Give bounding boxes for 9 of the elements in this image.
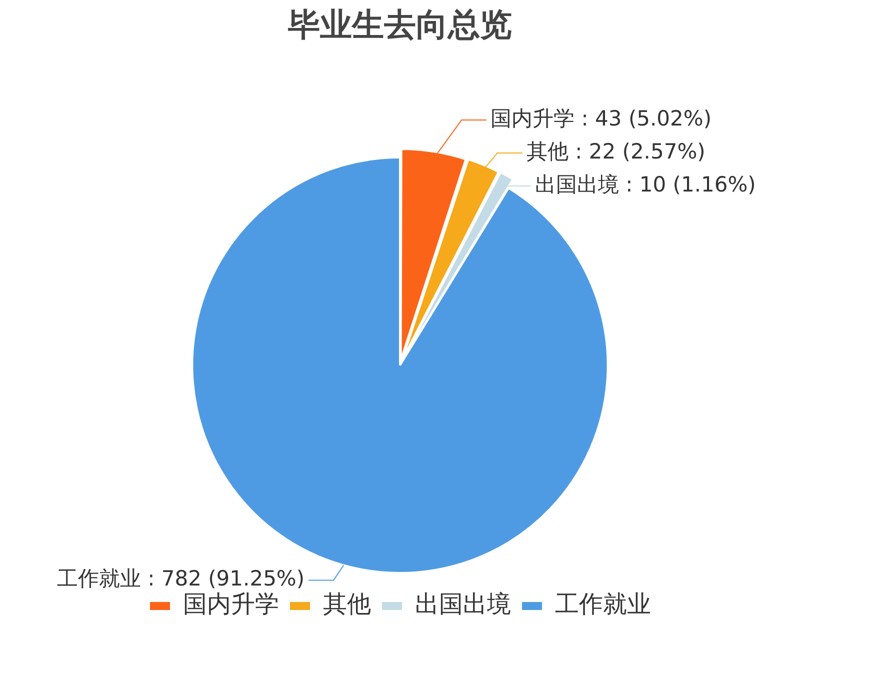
data-label: 出国出境 : 10 (1.16%): [534, 172, 756, 196]
legend-label: 出国出境: [415, 590, 511, 618]
legend-label: 国内升学: [183, 590, 279, 618]
data-label: 其他 : 22 (2.57%): [526, 139, 706, 164]
chart-title: 毕业生去向总览: [287, 6, 512, 44]
legend-label: 其他: [323, 590, 371, 618]
data-label: 工作就业 : 782 (91.25%): [56, 566, 305, 591]
legend-label: 工作就业: [555, 590, 651, 618]
data-label: 国内升学 : 43 (5.02%): [490, 106, 712, 130]
